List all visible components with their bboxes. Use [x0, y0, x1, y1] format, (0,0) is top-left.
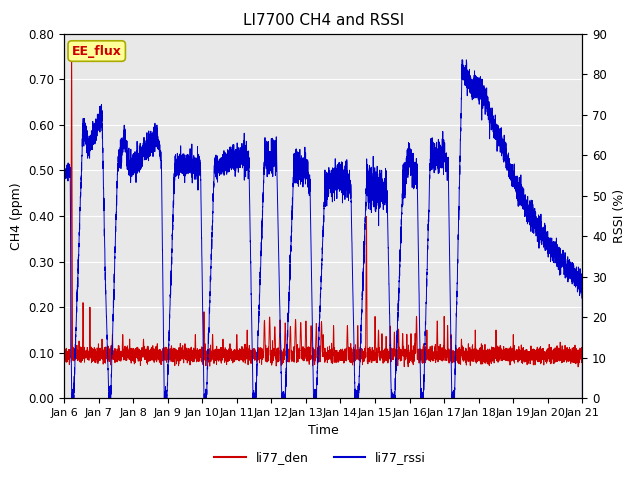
X-axis label: Time: Time [308, 424, 339, 437]
Y-axis label: CH4 (ppm): CH4 (ppm) [10, 182, 23, 250]
Y-axis label: RSSI (%): RSSI (%) [612, 189, 625, 243]
Text: EE_flux: EE_flux [72, 45, 122, 58]
Title: LI7700 CH4 and RSSI: LI7700 CH4 and RSSI [243, 13, 404, 28]
Legend: li77_den, li77_rssi: li77_den, li77_rssi [209, 446, 431, 469]
